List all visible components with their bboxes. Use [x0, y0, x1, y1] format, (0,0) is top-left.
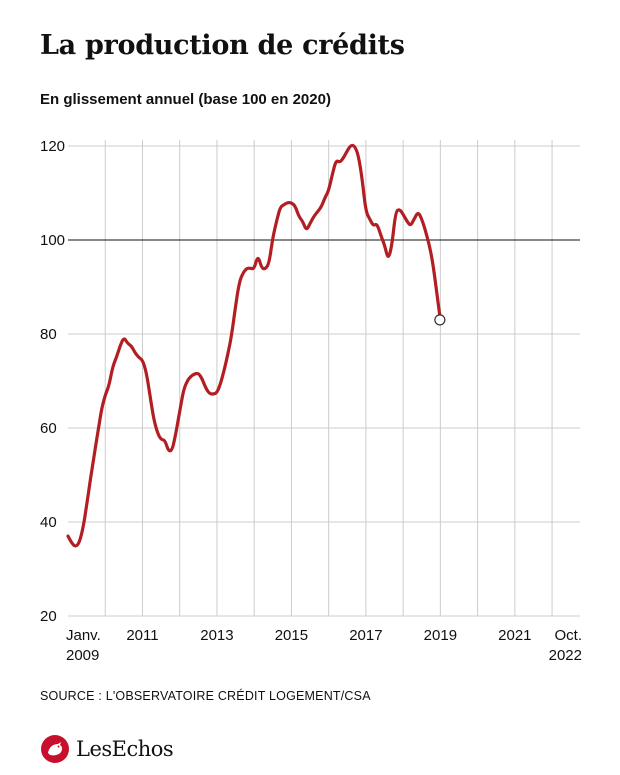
x-tick-label: 2015 [275, 627, 308, 644]
horizontal-gridlines [68, 145, 580, 617]
line-chart: 20 40 60 80 100 120 Janv. 2009 2011 2013 2015 2017… [40, 138, 582, 664]
x-tick-label: Janv. [66, 627, 101, 644]
vertical-gridlines [104, 140, 553, 616]
series-group [66, 143, 446, 548]
series-line [66, 143, 442, 548]
x-tick-label: 2011 [126, 627, 158, 644]
x-tick-label: Oct. [554, 627, 582, 644]
y-tick-label: 40 [40, 514, 57, 531]
brand-logo: LesEchos [40, 734, 174, 764]
y-tick-label: 120 [40, 138, 65, 155]
x-tick-label: 2017 [349, 627, 382, 644]
end-point-marker [434, 314, 446, 326]
brand-name: LesEchos [76, 737, 174, 761]
x-axis-labels: Janv. 2009 2011 2013 2015 2017 2019 2021 Oct. 202… [66, 627, 582, 664]
y-tick-label: 20 [40, 608, 57, 625]
x-tick-label: 2013 [200, 627, 233, 644]
source-note: SOURCE : L'OBSERVATOIRE CRÉDIT LOGEMENT/… [40, 689, 371, 703]
chart-title: La production de crédits [40, 30, 405, 61]
rooster-logo-icon [41, 735, 69, 763]
y-tick-label: 60 [40, 420, 57, 437]
x-tick-label-year: 2009 [66, 647, 99, 664]
x-tick-label-year: 2022 [549, 647, 582, 664]
x-tick-label: 2019 [424, 627, 457, 644]
y-tick-label: 100 [40, 232, 65, 249]
x-tick-label: 2021 [498, 627, 531, 644]
y-axis-labels: 20 40 60 80 100 120 [40, 138, 65, 625]
chart-subtitle: En glissement annuel (base 100 en 2020) [40, 91, 331, 108]
y-tick-label: 80 [40, 326, 57, 343]
